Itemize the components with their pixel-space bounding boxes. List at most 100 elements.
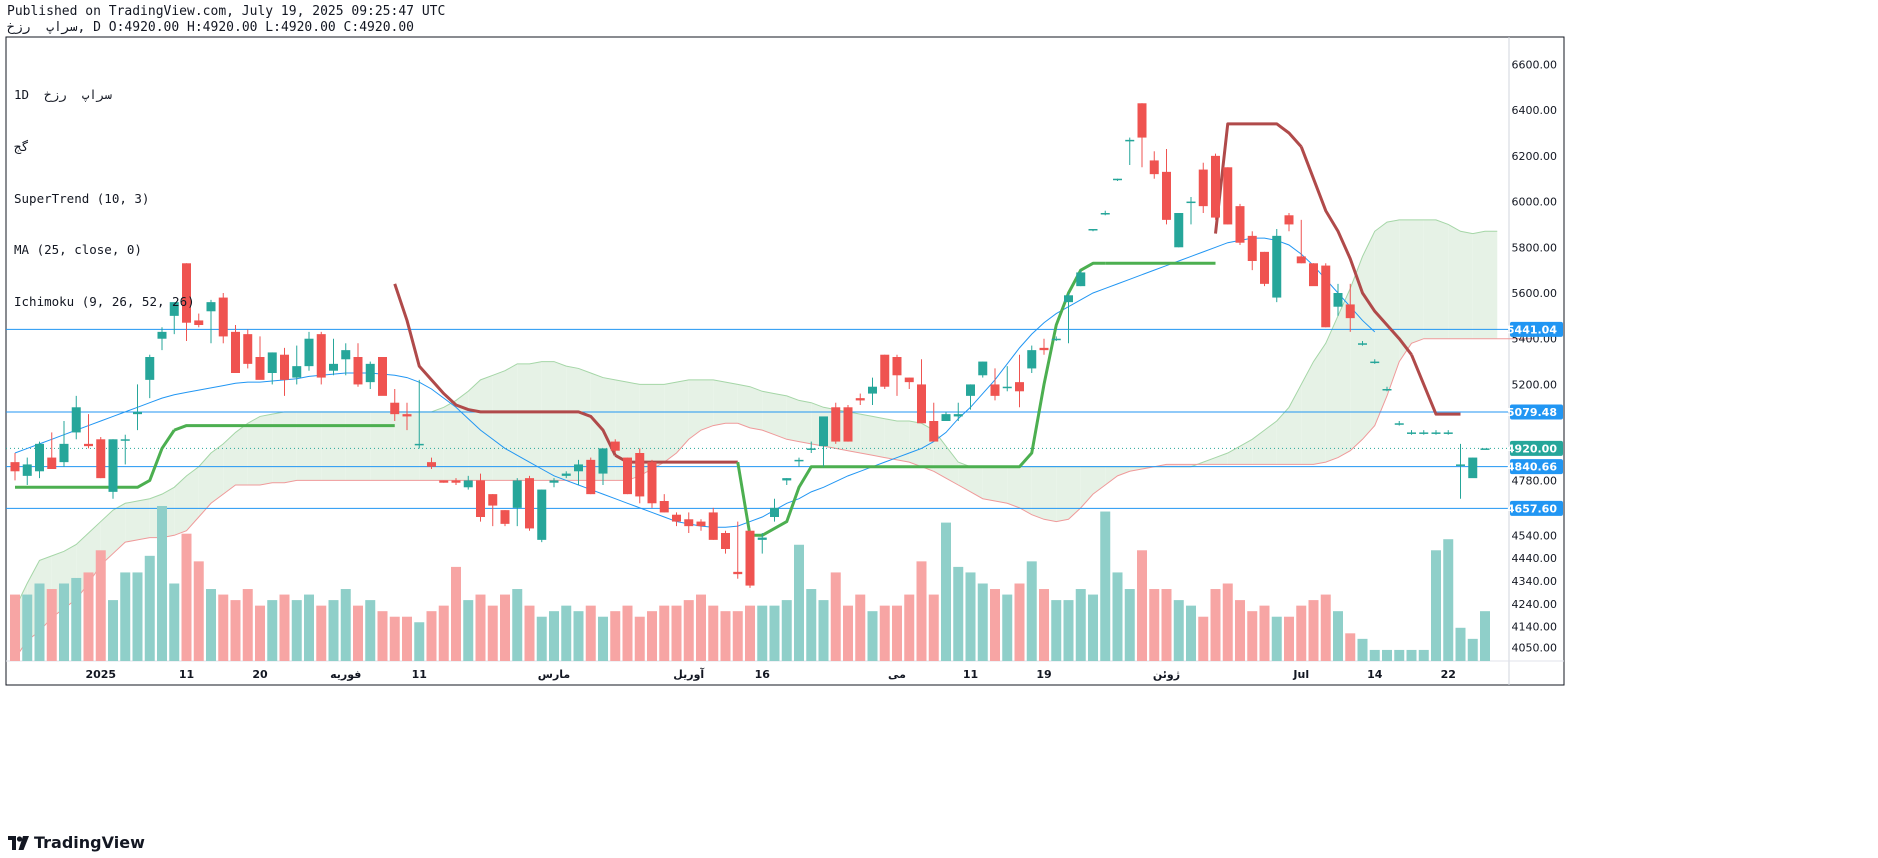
volume-bar (108, 600, 118, 661)
candle-body (806, 448, 816, 450)
candle-body (402, 414, 412, 417)
volume-bar (59, 583, 69, 661)
candle-body (610, 441, 620, 451)
volume-bar (720, 611, 731, 661)
candle-body (1345, 304, 1355, 319)
candle-body (733, 571, 743, 575)
candle-body (1064, 295, 1073, 303)
candle-body (292, 366, 302, 378)
tradingview-logo-text: TradingView (34, 833, 145, 852)
volume-bar (916, 561, 927, 661)
price-label-badge (1510, 404, 1563, 420)
volume-bar (353, 605, 363, 661)
volume-bar (132, 572, 143, 661)
candle-body (1174, 213, 1184, 248)
ichimoku-cloud-segment (284, 411, 297, 483)
ichimoku-cloud-segment (1460, 231, 1473, 339)
volume-bar (1357, 638, 1368, 661)
legend-ma[interactable]: MA (25, close, 0) (14, 242, 142, 258)
ichimoku-cloud-segment (1362, 231, 1375, 440)
ichimoku-cloud-segment (492, 370, 505, 481)
ichimoku-cloud-segment (982, 466, 995, 501)
ichimoku-cloud-segment (186, 466, 199, 531)
volume-bar (1063, 600, 1074, 661)
candle-body (843, 407, 853, 442)
ichimoku-cloud-segment (1325, 315, 1338, 463)
ichimoku-cloud-segment (1387, 219, 1400, 396)
ichimoku-cloud-segment (737, 384, 750, 428)
ichimoku-cloud-segment (713, 379, 726, 426)
ichimoku-cloud-segment (860, 414, 873, 456)
volume-bar (1259, 605, 1270, 661)
ichimoku-cloud-segment (260, 414, 273, 485)
time-tick-label: 14 (1367, 668, 1383, 681)
volume-bar (708, 605, 719, 661)
ichimoku-cloud-segment (958, 462, 971, 492)
ichimoku-cloud-segment (664, 382, 677, 463)
volume-bar (757, 605, 768, 661)
candle-body (819, 416, 828, 447)
volume-bar (83, 572, 94, 661)
candle-body (1125, 139, 1135, 142)
price-tick-label: 5800.00 (1512, 241, 1558, 254)
candle-body (647, 462, 657, 504)
volume-bar (463, 600, 474, 661)
candle-body (255, 357, 265, 380)
candle-body (120, 439, 130, 441)
candle-body (1272, 235, 1282, 298)
candle-body (917, 384, 926, 424)
volume-bar (1333, 611, 1343, 661)
ichimoku-cloud-segment (211, 443, 224, 504)
ichimoku-cloud-segment (247, 416, 260, 485)
ichimoku-cloud-segment (1423, 219, 1436, 339)
ichimoku-cloud-segment (125, 501, 138, 543)
volume-bar (1149, 589, 1160, 661)
candle-body (635, 453, 645, 497)
tradingview-logo[interactable]: TradingView (8, 833, 145, 852)
candle-body (84, 443, 93, 447)
candle-body (1223, 167, 1233, 225)
candle-body (721, 533, 730, 549)
ichimoku-cloud-segment (1276, 407, 1289, 465)
volume-bar (1308, 600, 1319, 661)
legend-supertrend[interactable]: SuperTrend (10, 3) (14, 190, 150, 206)
supertrend-line (1410, 354, 1461, 416)
volume-bar (1161, 589, 1172, 661)
candle-body (1113, 178, 1122, 181)
ichimoku-cloud-segment (174, 475, 187, 536)
volume-bar (487, 605, 498, 661)
candle-body (1051, 338, 1061, 341)
ichimoku-cloud-segment (897, 421, 910, 463)
volume-bar (610, 611, 621, 661)
volume-bar (1296, 605, 1307, 661)
legend-symbol[interactable]: 1D سراپ رزخ (14, 87, 112, 103)
candle-body (218, 297, 228, 337)
ichimoku-cloud-segment (1044, 466, 1057, 522)
candle-body (194, 320, 204, 325)
candle-body (549, 480, 559, 483)
ichimoku-cloud-segment (884, 418, 897, 460)
volume-bar (1284, 616, 1294, 661)
price-tick-label: 4050.00 (1512, 641, 1558, 654)
supertrend-line (736, 261, 1106, 537)
candle-body (586, 459, 596, 495)
volume-bar (242, 589, 253, 661)
ichimoku-cloud-segment (1264, 421, 1277, 465)
ichimoku-cloud-segment (1313, 343, 1326, 465)
ichimoku-cloud-segment (1019, 466, 1032, 515)
candle-body (451, 480, 461, 483)
volume-bar (683, 600, 694, 661)
volume-bar (830, 572, 841, 661)
ichimoku-cloud-segment (1252, 430, 1265, 465)
legend-ichimoku[interactable]: Ichimoku (9, 26, 52, 26) (14, 293, 195, 309)
ichimoku-cloud-segment (1031, 466, 1044, 520)
volume-bar (10, 594, 20, 661)
ichimoku-cloud-segment (1472, 231, 1485, 339)
price-tick-label: 5600.00 (1512, 287, 1558, 300)
time-tick-label: 2025 (85, 668, 116, 681)
time-tick-label: 16 (755, 668, 771, 681)
candle-body (35, 443, 44, 472)
volume-bar (340, 589, 351, 661)
price-label-text: 5079.48 (1507, 406, 1557, 419)
